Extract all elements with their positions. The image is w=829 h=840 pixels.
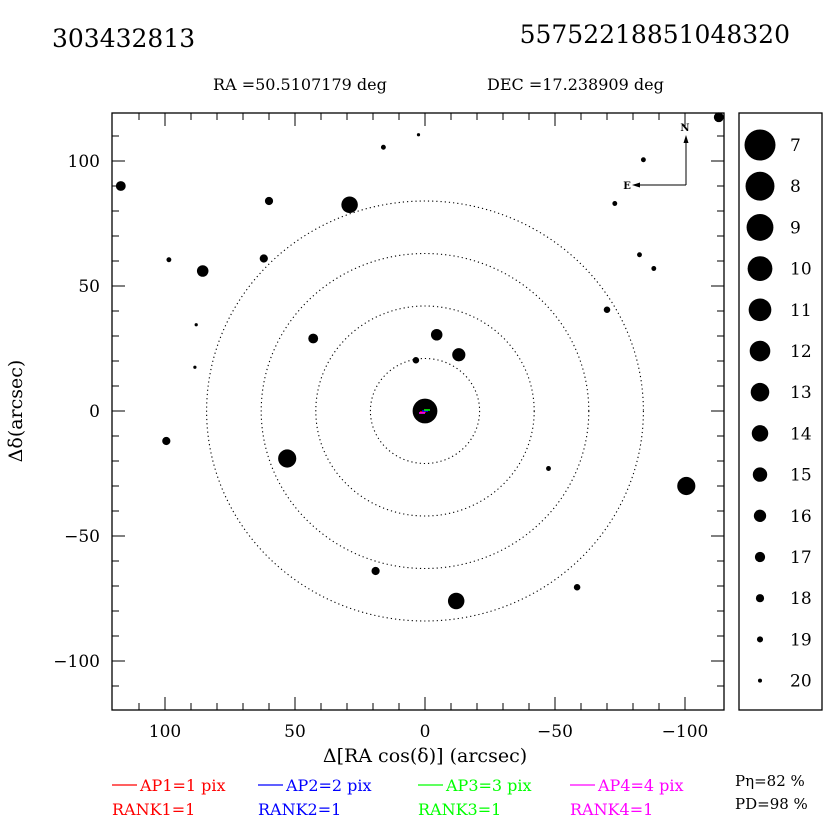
- legend-marker: [744, 129, 776, 161]
- distance-circle: [260, 252, 590, 570]
- legend-label: 17: [790, 548, 812, 568]
- source-point: [278, 449, 297, 468]
- legend-marker: [749, 340, 771, 362]
- source-point: [308, 333, 319, 344]
- source-point: [166, 257, 172, 263]
- source-point: [371, 566, 380, 576]
- plot-area: 100 50 0 −50 −100 100 50 0 −50 −100: [53, 112, 724, 742]
- y-tick-label: −50: [64, 527, 100, 547]
- x-tick-label: −50: [537, 722, 573, 742]
- legend-label: 14: [790, 424, 812, 444]
- x-tick-label: 100: [149, 722, 181, 742]
- magnitude-legend-frame: [738, 112, 823, 711]
- legend-label: 8: [790, 177, 801, 197]
- legend-marker: [755, 594, 765, 603]
- distance-circle: [369, 357, 481, 465]
- source-point: [162, 436, 171, 446]
- legend-marker: [756, 636, 764, 643]
- legend-label: 7: [790, 136, 801, 156]
- magnitude-legend: 7 8 9 10 11 12 13 14 15 16 17 18 19 20: [744, 129, 812, 692]
- y-tick-label: 50: [78, 277, 100, 297]
- y-tick-label: 100: [68, 152, 100, 172]
- source-point: [380, 144, 386, 150]
- source-point: [651, 266, 657, 271]
- y-tick-label: −100: [53, 652, 100, 672]
- source-point: [573, 583, 581, 591]
- legend-marker: [747, 256, 773, 281]
- source-point: [637, 252, 642, 258]
- aperture-label: AP2=2 pix: [285, 776, 372, 795]
- rank-label: RANK4=1: [570, 800, 653, 819]
- aperture-label: AP1=1 pix: [139, 776, 226, 795]
- compass-north-label: N: [680, 123, 689, 134]
- legend-label: 13: [790, 383, 812, 403]
- rank-label: RANK1=1: [112, 800, 195, 819]
- rank-label: RANK3=1: [418, 800, 501, 819]
- right-object-id: 557522188510483​20: [520, 20, 790, 49]
- aperture-legend: AP1=1 pix RANK1=1 AP2=2 pix RANK2=1 AP3=3 pi…: [112, 776, 684, 819]
- legend-marker: [757, 678, 763, 683]
- legend-marker: [748, 298, 772, 322]
- source-point: [447, 592, 465, 610]
- legend-marker: [752, 467, 768, 482]
- legend-label: 20: [790, 672, 812, 692]
- axis-ticks: [112, 113, 724, 710]
- source-point: [546, 466, 551, 471]
- legend-label: 18: [790, 589, 812, 609]
- source-point: [412, 356, 420, 364]
- legend-marker: [750, 382, 770, 402]
- legend-marker: [745, 171, 775, 201]
- source-point: [640, 157, 646, 163]
- source-point: [193, 365, 197, 369]
- y-axis-label: Δδ(arcsec): [5, 360, 27, 463]
- legend-label: 11: [790, 301, 812, 321]
- source-point: [259, 254, 268, 263]
- source-point: [452, 348, 466, 362]
- ra-label: RA =50.5107179 deg: [213, 75, 387, 94]
- legend-marker: [751, 425, 769, 442]
- source-point: [416, 133, 421, 137]
- source-point: [677, 476, 696, 496]
- compass-icon: N E: [623, 123, 689, 192]
- legend-marker: [754, 551, 766, 563]
- legend-marker: [746, 213, 774, 241]
- source-point: [194, 323, 198, 327]
- source-point: [713, 112, 724, 123]
- x-tick-label: 0: [420, 722, 431, 742]
- source-point: [196, 265, 209, 277]
- source-point: [341, 196, 358, 213]
- source-point: [115, 181, 126, 191]
- x-tick-label: −100: [662, 722, 709, 742]
- legend-label: 9: [790, 218, 801, 238]
- source-point: [603, 306, 611, 314]
- distance-circle: [206, 200, 644, 622]
- plot-frame: [111, 112, 725, 711]
- dec-label: DEC =17.238909 deg: [487, 75, 664, 94]
- p-eta-stat: Pη=82 %: [735, 772, 805, 790]
- left-object-id: 303432813: [52, 24, 195, 53]
- legend-label: 19: [790, 630, 812, 650]
- legend-label: 16: [790, 507, 812, 527]
- legend-marker: [753, 509, 767, 522]
- source-point: [430, 328, 443, 341]
- legend-label: 15: [790, 466, 812, 486]
- source-point: [612, 201, 618, 206]
- rank-label: RANK2=1: [258, 800, 341, 819]
- p-d-stat: PD=98 %: [735, 795, 808, 813]
- x-axis-label: Δ[RA cos(δ)] (arcsec): [323, 745, 527, 767]
- legend-label: 10: [790, 260, 812, 280]
- legend-label: 12: [790, 342, 812, 362]
- aperture-label: AP4=4 pix: [597, 776, 684, 795]
- aperture-label: AP3=3 pix: [445, 776, 532, 795]
- x-tick-label: 50: [284, 722, 306, 742]
- compass-east-label: E: [623, 181, 631, 192]
- y-tick-label: 0: [89, 402, 100, 422]
- source-point: [264, 196, 274, 206]
- distance-circle: [315, 305, 535, 517]
